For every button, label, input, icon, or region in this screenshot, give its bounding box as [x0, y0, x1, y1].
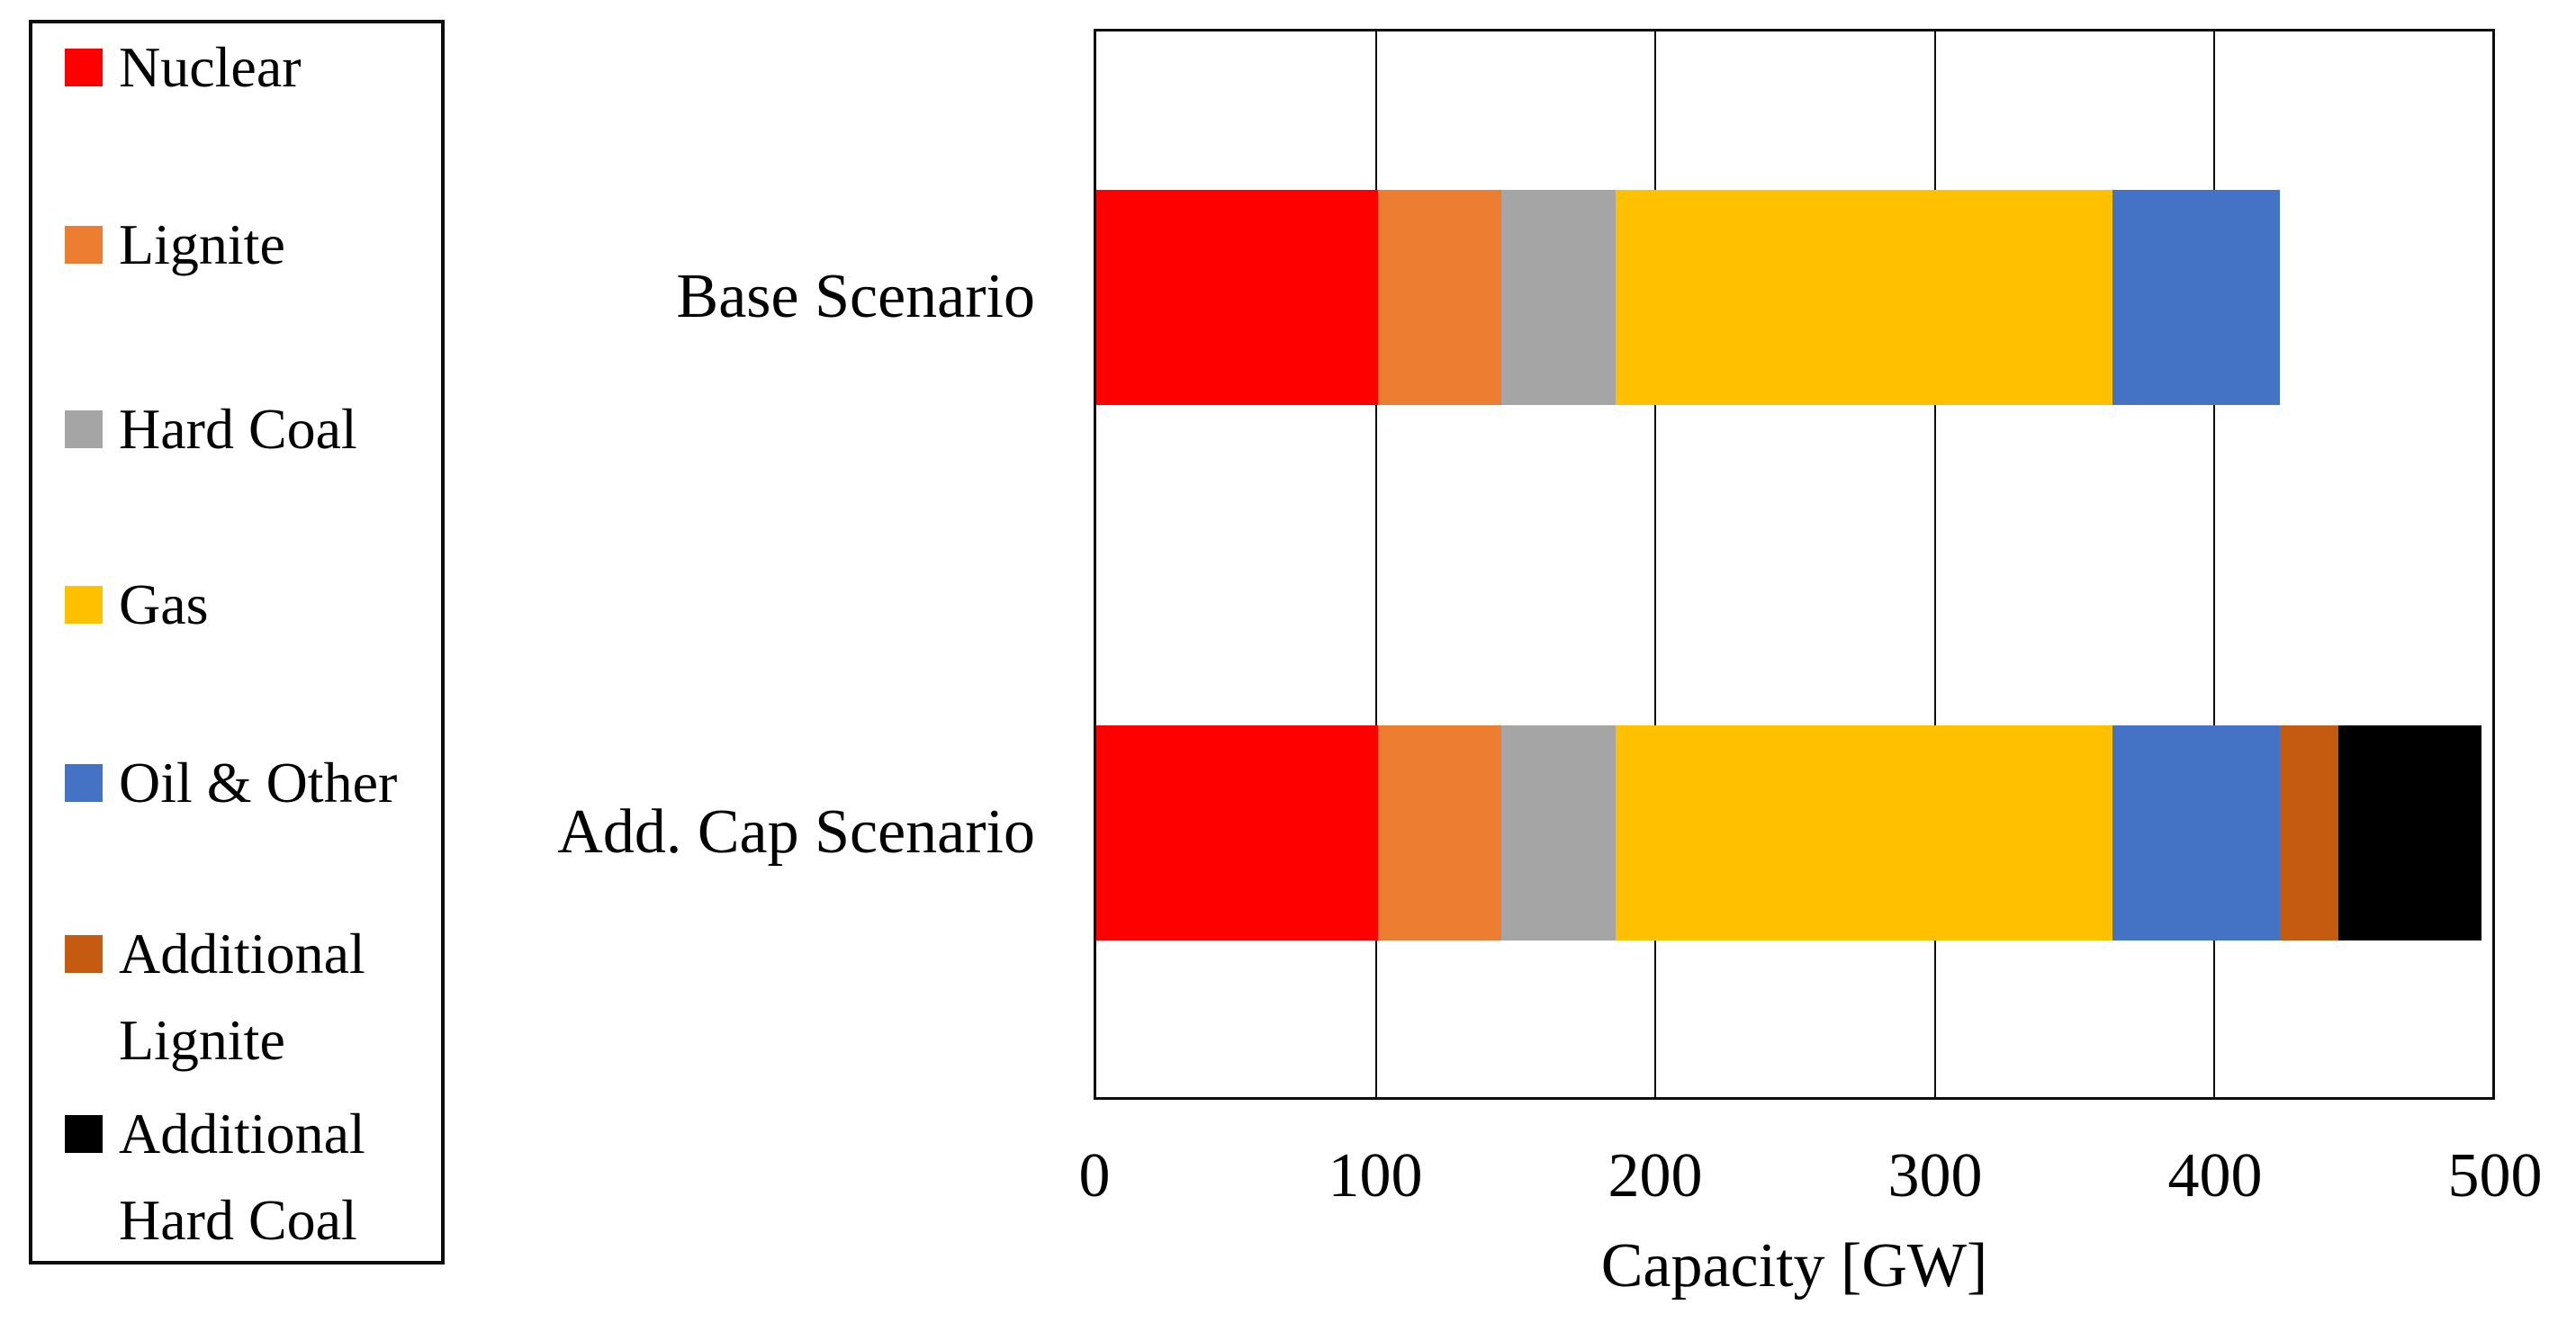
legend-label: Nuclear [119, 35, 302, 99]
x-tick-100: 100 [1328, 1141, 1423, 1210]
legend-label: Additional Lignite [119, 922, 365, 1072]
gridline-400 [2213, 32, 2215, 1097]
x-tick-0: 0 [1078, 1141, 1111, 1210]
bar-segment-add-cap-scenario-additional-lignite [2280, 725, 2338, 940]
legend-item-additional-hard-coal: Additional Hard Coal [65, 1091, 434, 1264]
legend-item-gas: Gas [65, 562, 434, 648]
legend-label: Gas [119, 572, 209, 636]
x-tick-400: 400 [2167, 1141, 2263, 1210]
lignite-swatch-icon [65, 226, 103, 264]
additional-lignite-swatch-icon [65, 935, 103, 973]
legend-item-hard-coal: Hard Coal [65, 386, 434, 472]
x-tick-300: 300 [1887, 1141, 1983, 1210]
category-label-base-scenario: Base Scenario [676, 262, 1035, 331]
bar-add-cap-scenario [1096, 725, 2492, 940]
x-axis-title: Capacity [GW] [1600, 1231, 1988, 1300]
x-tick-200: 200 [1608, 1141, 1703, 1210]
bars-layer [1096, 32, 2492, 1097]
plot-area [1094, 29, 2495, 1100]
legend-item-lignite: Lignite [65, 202, 434, 288]
oil-other-swatch-icon [65, 764, 103, 802]
bar-base-scenario [1096, 190, 2492, 405]
bar-segment-add-cap-scenario-hard-coal [1501, 725, 1616, 940]
x-tick-500: 500 [2447, 1141, 2543, 1210]
legend: Nuclear Lignite Hard Coal Gas Oil & Othe… [29, 20, 445, 1264]
gridline-300 [1934, 32, 1936, 1097]
gridline-100 [1375, 32, 1377, 1097]
bar-segment-base-scenario-lignite [1378, 190, 1501, 405]
bar-segment-base-scenario-gas [1616, 190, 2112, 405]
category-label-add-cap-scenario: Add. Cap Scenario [557, 797, 1035, 867]
bar-segment-base-scenario-nuclear [1096, 190, 1378, 405]
legend-item-additional-lignite: Additional Lignite [65, 911, 434, 1084]
bar-segment-base-scenario-hard-coal [1501, 190, 1616, 405]
legend-label: Lignite [119, 212, 285, 276]
legend-label: Hard Coal [119, 397, 357, 461]
legend-label: Additional Hard Coal [119, 1102, 365, 1252]
bar-segment-base-scenario-oil-other [2112, 190, 2280, 405]
bar-segment-add-cap-scenario-gas [1616, 725, 2112, 940]
nuclear-swatch-icon [65, 49, 103, 86]
hard-coal-swatch-icon [65, 410, 103, 448]
bar-segment-add-cap-scenario-lignite [1378, 725, 1501, 940]
gridline-200 [1654, 32, 1656, 1097]
bar-segment-add-cap-scenario-oil-other [2112, 725, 2280, 940]
gas-swatch-icon [65, 586, 103, 624]
legend-item-oil-other: Oil & Other [65, 740, 434, 826]
additional-hard-coal-swatch-icon [65, 1115, 103, 1153]
bar-segment-add-cap-scenario-nuclear [1096, 725, 1378, 940]
bar-segment-add-cap-scenario-additional-hard-coal [2338, 725, 2481, 940]
legend-label: Oil & Other [119, 751, 398, 814]
legend-item-nuclear: Nuclear [65, 24, 434, 111]
